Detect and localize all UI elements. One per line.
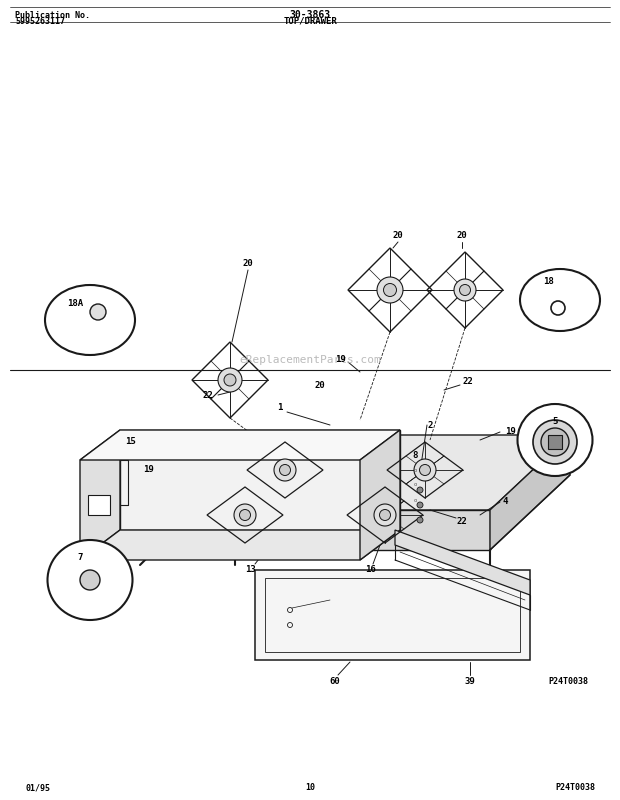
- Circle shape: [90, 304, 106, 320]
- Text: 20: 20: [456, 230, 467, 239]
- Polygon shape: [490, 435, 570, 550]
- Text: 7: 7: [78, 553, 82, 562]
- Polygon shape: [155, 510, 490, 550]
- Polygon shape: [155, 435, 570, 510]
- Circle shape: [541, 428, 569, 456]
- Ellipse shape: [520, 269, 600, 331]
- Ellipse shape: [48, 540, 133, 620]
- Text: 13: 13: [245, 566, 255, 574]
- Text: 60: 60: [330, 678, 340, 686]
- Circle shape: [234, 504, 256, 526]
- Text: TOP/DRAWER: TOP/DRAWER: [283, 17, 337, 26]
- Text: 20: 20: [314, 381, 326, 390]
- Polygon shape: [120, 430, 400, 530]
- Polygon shape: [395, 530, 530, 595]
- Circle shape: [377, 277, 403, 303]
- Text: P24T0038: P24T0038: [548, 678, 588, 686]
- Text: o: o: [414, 482, 417, 487]
- Circle shape: [533, 420, 577, 464]
- Circle shape: [80, 570, 100, 590]
- Text: 2: 2: [427, 421, 433, 430]
- Ellipse shape: [518, 404, 593, 476]
- Polygon shape: [80, 430, 120, 560]
- Circle shape: [417, 502, 423, 508]
- Text: 39: 39: [464, 678, 476, 686]
- Text: 22: 22: [203, 390, 213, 399]
- Text: 19: 19: [505, 427, 515, 437]
- Text: 10: 10: [305, 783, 315, 793]
- Circle shape: [280, 465, 291, 475]
- Circle shape: [379, 510, 391, 521]
- Text: 01/95: 01/95: [25, 783, 50, 793]
- Ellipse shape: [45, 285, 135, 355]
- Circle shape: [224, 374, 236, 386]
- Text: o: o: [414, 467, 417, 473]
- Text: P24T0038: P24T0038: [555, 783, 595, 793]
- Text: 19: 19: [335, 355, 345, 365]
- Circle shape: [420, 465, 430, 475]
- Polygon shape: [360, 430, 400, 560]
- Circle shape: [239, 510, 250, 521]
- Text: 4: 4: [502, 498, 508, 506]
- Text: 18A: 18A: [67, 298, 83, 307]
- Polygon shape: [80, 530, 400, 560]
- Circle shape: [454, 279, 476, 301]
- Circle shape: [414, 459, 436, 481]
- Circle shape: [384, 283, 397, 297]
- Text: 19: 19: [143, 466, 153, 474]
- Text: 20: 20: [392, 230, 404, 239]
- Circle shape: [459, 285, 471, 295]
- Text: 15: 15: [126, 438, 136, 446]
- Text: 8: 8: [412, 450, 418, 459]
- Circle shape: [218, 368, 242, 392]
- Text: 16: 16: [365, 566, 375, 574]
- Text: 20: 20: [242, 258, 254, 267]
- Circle shape: [374, 504, 396, 526]
- Text: Publication No.: Publication No.: [15, 10, 90, 19]
- Text: 1: 1: [277, 403, 283, 413]
- Text: eReplacementParts.com: eReplacementParts.com: [239, 355, 381, 365]
- Circle shape: [417, 487, 423, 493]
- Text: 18: 18: [542, 278, 554, 286]
- Polygon shape: [80, 430, 400, 460]
- Text: 5995263117: 5995263117: [15, 17, 65, 26]
- Polygon shape: [88, 495, 110, 515]
- Circle shape: [417, 517, 423, 523]
- Text: o: o: [414, 498, 417, 502]
- Text: 22: 22: [456, 518, 467, 526]
- Text: 5: 5: [552, 418, 557, 426]
- Circle shape: [274, 459, 296, 481]
- Text: 22: 22: [463, 378, 474, 386]
- Polygon shape: [255, 570, 530, 660]
- Polygon shape: [155, 435, 235, 550]
- Polygon shape: [548, 435, 562, 449]
- Text: 30-3863: 30-3863: [290, 10, 330, 20]
